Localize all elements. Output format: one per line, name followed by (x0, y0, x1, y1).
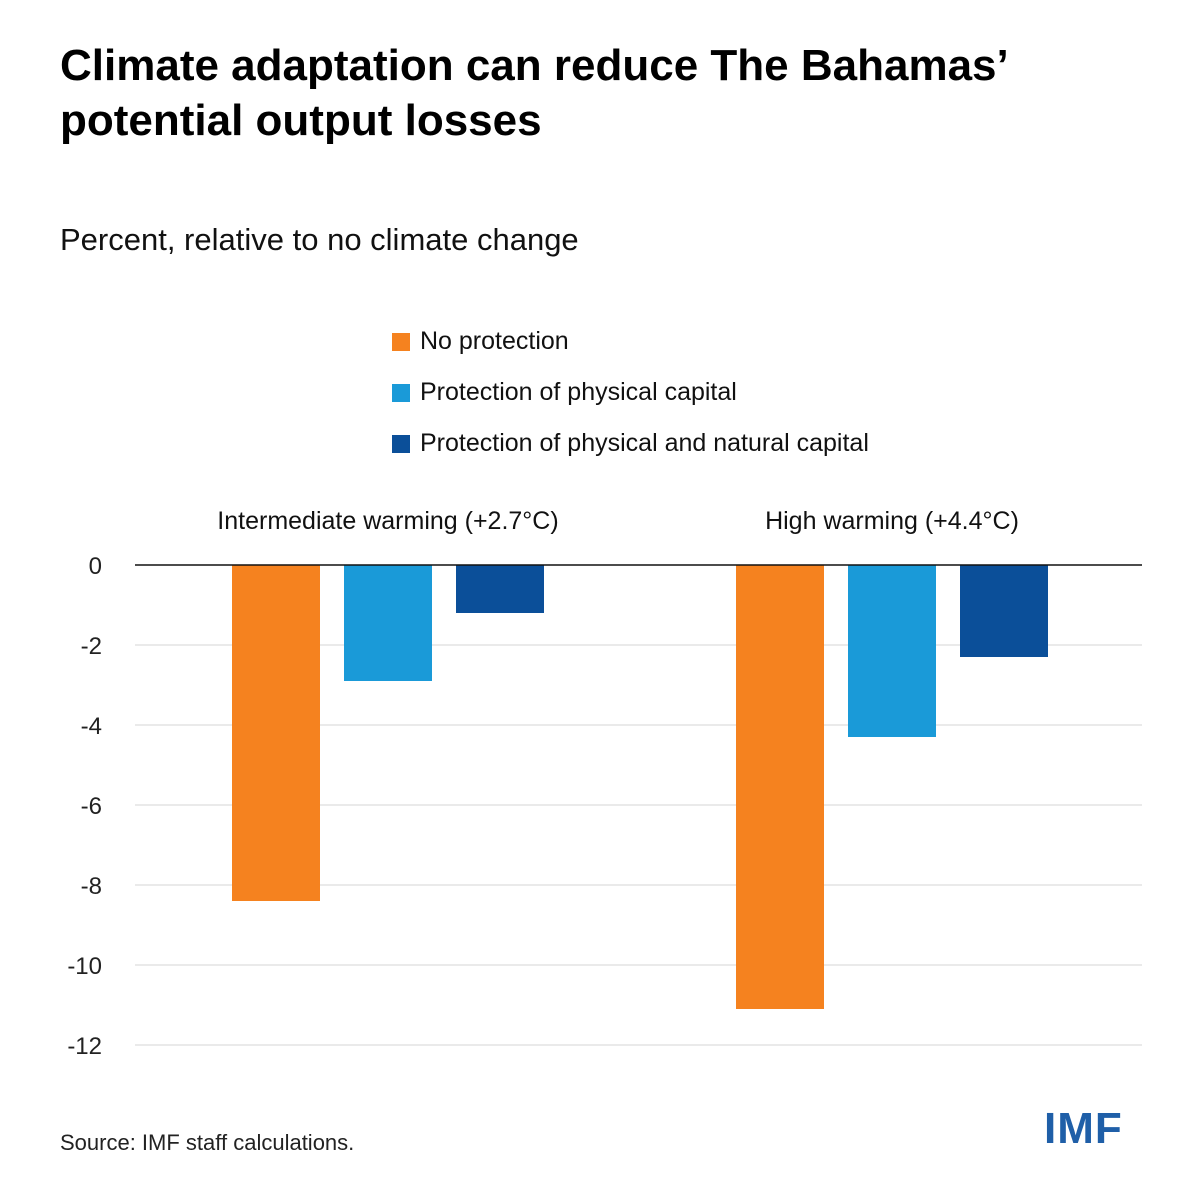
y-tick-label: -4 (81, 713, 102, 740)
chart-title: Climate adaptation can reduce The Bahama… (60, 41, 1007, 145)
legend-item-no-protection: No protection (392, 316, 869, 367)
bar-chart: 0 -2 -4 -6 -8 -10 -12 Intermediate warming (+2.… (67, 507, 1142, 1060)
source-note: Source: IMF staff calculations. (60, 1130, 355, 1155)
bar (736, 565, 824, 1009)
legend: No protection Protection of physical cap… (392, 316, 869, 469)
y-tick-label: -6 (81, 793, 102, 820)
bar (232, 565, 320, 901)
legend-swatch-physical-capital (392, 383, 410, 402)
legend-label-physical-natural-capital: Protection of physical and natural capit… (420, 429, 869, 457)
legend-item-physical-natural-capital: Protection of physical and natural capit… (392, 418, 869, 469)
category-label: Intermediate warming (+2.7°C) (217, 507, 558, 535)
legend-label-no-protection: No protection (420, 327, 569, 355)
category-label: High warming (+4.4°C) (765, 507, 1019, 535)
legend-swatch-physical-natural-capital (392, 434, 410, 453)
y-tick-label: -10 (67, 953, 102, 980)
chart-subtitle: Percent, relative to no climate change (60, 222, 579, 257)
y-tick-label: 0 (89, 553, 102, 580)
y-tick-label: -8 (81, 873, 102, 900)
bar (848, 565, 936, 737)
y-tick-label: -12 (67, 1033, 102, 1060)
legend-swatch-no-protection (392, 332, 410, 351)
bar (456, 565, 544, 613)
y-tick-label: -2 (81, 633, 102, 660)
legend-label-physical-capital: Protection of physical capital (420, 378, 737, 406)
imf-logo: IMF (1044, 1104, 1123, 1153)
bar (960, 565, 1048, 657)
legend-item-physical-capital: Protection of physical capital (392, 367, 869, 418)
bar (344, 565, 432, 681)
